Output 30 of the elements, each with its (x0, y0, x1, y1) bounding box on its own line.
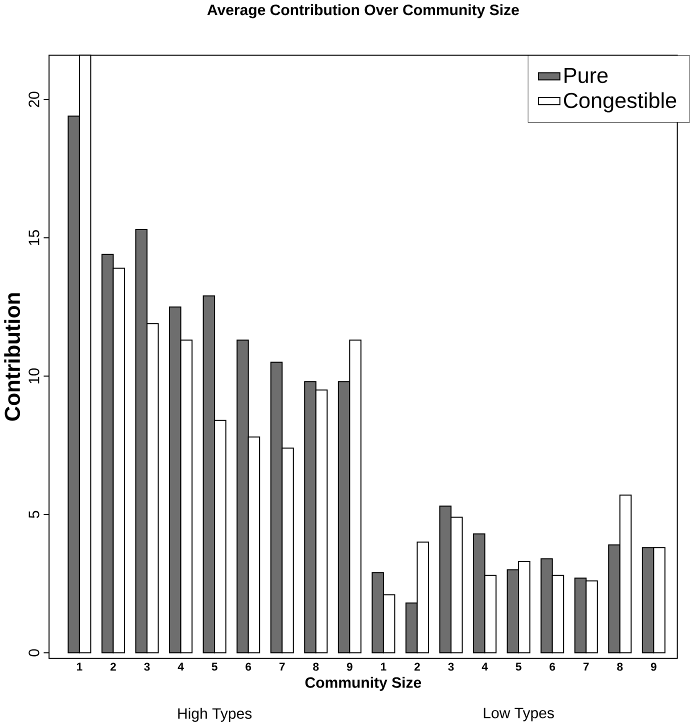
x-tick-label: 7 (584, 662, 589, 671)
y-tick-label: 20 (28, 92, 40, 108)
x-tick-label: 7 (280, 662, 285, 671)
x-tick-label: 8 (617, 662, 623, 671)
legend-label: Pure (564, 68, 608, 84)
y-tick-label: 15 (28, 230, 40, 246)
x-axis-title: Community Size (305, 676, 422, 691)
x-tick-label: 1 (77, 662, 82, 671)
x-tick-label: 3 (144, 662, 150, 671)
y-tick-label: 10 (28, 368, 40, 384)
x-tick-label: 4 (482, 662, 488, 671)
x-tick-label: 9 (346, 662, 352, 671)
x-tick-label: 6 (550, 662, 556, 671)
x-tick-label: 1 (381, 662, 386, 671)
x-tick-label: 6 (246, 662, 252, 671)
y-tick-label: 5 (28, 510, 40, 518)
chart-title: Average Contribution Over Community Size (207, 4, 519, 18)
text: Low Types (484, 708, 554, 722)
y-axis-title: Contribution (4, 293, 20, 421)
x-tick-label: 8 (313, 662, 319, 671)
y-tick-label: 0 (28, 649, 40, 656)
x-tick-label: 2 (414, 662, 420, 671)
text: High Types (178, 708, 252, 722)
x-tick-label: 2 (110, 662, 116, 671)
x-tick-label: 3 (448, 662, 454, 671)
x-tick-label: 4 (178, 662, 184, 671)
x-tick-label: 5 (212, 662, 218, 671)
legend-label: Congestible (564, 92, 676, 112)
x-tick-label: 9 (650, 662, 656, 671)
x-tick-label: 5 (516, 662, 522, 671)
